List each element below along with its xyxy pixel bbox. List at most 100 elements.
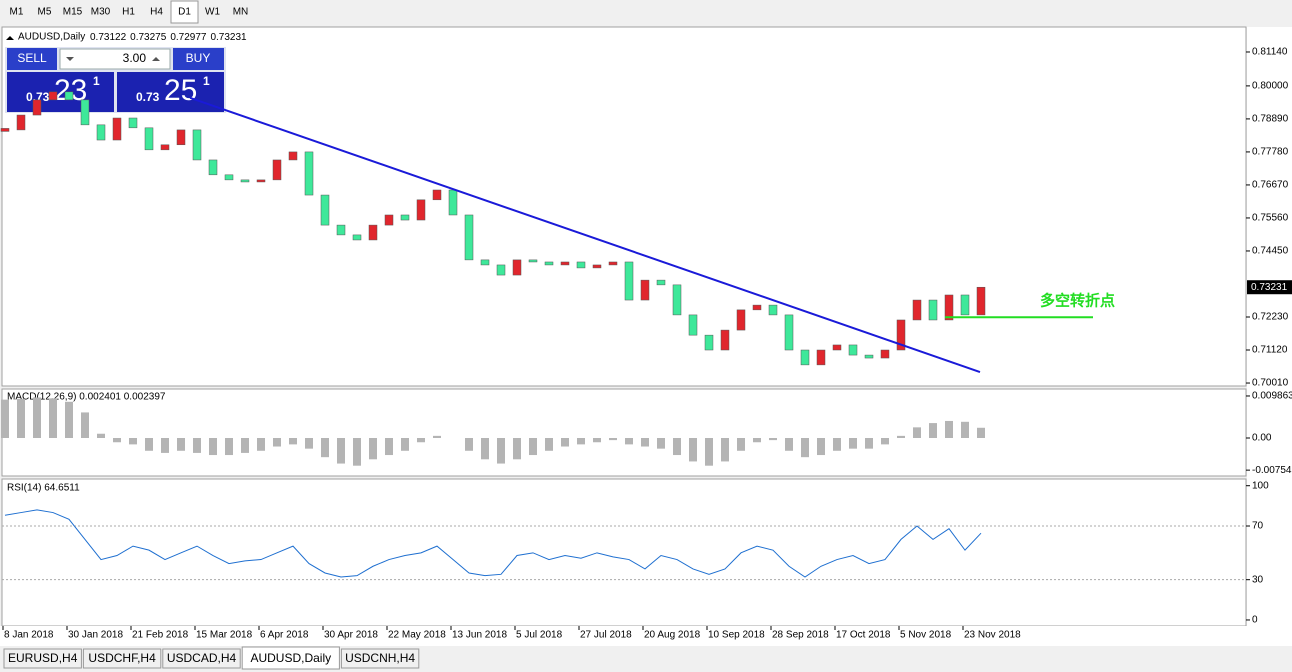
candle xyxy=(784,314,794,351)
histogram-bar xyxy=(177,437,185,451)
candle xyxy=(304,151,314,196)
histogram-bar xyxy=(385,437,393,456)
x-tick-label: 5 Jul 2018 xyxy=(516,630,563,641)
candle xyxy=(240,179,250,183)
candle xyxy=(880,349,890,359)
histogram-bar xyxy=(257,437,265,451)
histogram-bar xyxy=(929,423,937,438)
histogram-bar xyxy=(433,435,441,438)
buy-button[interactable] xyxy=(173,48,224,70)
ask-small: 1 xyxy=(203,74,210,88)
timeframe-button[interactable] xyxy=(227,1,254,23)
histogram-bar xyxy=(321,437,329,458)
candle xyxy=(432,189,442,201)
histogram-bar xyxy=(529,437,537,456)
x-tick-label: 27 Jul 2018 xyxy=(580,630,632,641)
histogram-bar xyxy=(881,437,889,445)
candle xyxy=(16,114,26,131)
histogram-bar xyxy=(225,437,233,456)
candle xyxy=(704,334,714,351)
histogram-bar xyxy=(481,437,489,460)
x-tick-label: 21 Feb 2018 xyxy=(132,630,189,641)
timeframe-button[interactable] xyxy=(31,1,58,23)
candle xyxy=(576,261,586,269)
histogram-bar xyxy=(913,427,921,438)
collapse-icon[interactable] xyxy=(6,36,14,40)
candle xyxy=(112,117,122,141)
x-tick-label: 23 Nov 2018 xyxy=(964,630,1021,641)
y-tick-label: 0.81140 xyxy=(1252,47,1288,58)
timeframe-button[interactable] xyxy=(143,1,170,23)
tab[interactable] xyxy=(82,648,162,669)
timeframe-button[interactable] xyxy=(59,1,86,23)
ask-main: 25 xyxy=(164,74,197,107)
histogram-bar xyxy=(33,397,41,438)
x-tick-label: 6 Apr 2018 xyxy=(260,630,309,641)
candle xyxy=(160,144,170,151)
vol-up[interactable] xyxy=(152,57,160,61)
histogram-bar xyxy=(1,399,9,438)
tab[interactable] xyxy=(162,648,241,669)
histogram-bar xyxy=(625,437,633,445)
histogram-bar xyxy=(721,437,729,462)
vol-down[interactable] xyxy=(66,57,74,61)
histogram-bar xyxy=(977,427,985,438)
price-axis xyxy=(1247,27,1292,626)
histogram-bar xyxy=(337,437,345,464)
candle xyxy=(544,261,554,266)
candle xyxy=(816,349,826,366)
tab[interactable] xyxy=(340,648,420,669)
histogram-bar xyxy=(113,437,121,443)
candle xyxy=(448,189,458,216)
x-tick-label: 15 Mar 2018 xyxy=(196,630,253,641)
candle xyxy=(560,261,570,266)
histogram-bar xyxy=(193,437,201,453)
timeframe-button[interactable] xyxy=(170,0,199,24)
y-tick-label: 0.71120 xyxy=(1252,345,1288,356)
histogram-bar xyxy=(801,437,809,458)
volume-box[interactable] xyxy=(59,48,171,70)
candle xyxy=(592,264,602,269)
bid-big: 0.73 xyxy=(26,90,50,104)
sell-button[interactable] xyxy=(7,48,57,70)
candle xyxy=(512,259,522,276)
trendline xyxy=(189,96,981,373)
bid-box[interactable] xyxy=(7,72,114,112)
histogram-bar xyxy=(81,412,89,438)
y-tick-label: 0.72230 xyxy=(1252,312,1289,323)
histogram-bar xyxy=(17,398,25,438)
ohlc-value: 0.73122 xyxy=(90,32,127,43)
timeframe-label: M5 xyxy=(38,7,52,18)
timeframe-button[interactable] xyxy=(199,1,226,23)
histogram-bar xyxy=(545,437,553,451)
candle xyxy=(752,304,762,311)
tab[interactable] xyxy=(3,648,82,669)
x-tick-label: 30 Apr 2018 xyxy=(324,630,378,641)
histogram-bar xyxy=(593,437,601,443)
candle xyxy=(288,151,298,161)
histogram-bar xyxy=(849,437,857,449)
histogram-bar xyxy=(833,437,841,451)
candle xyxy=(608,261,618,266)
histogram-bar xyxy=(273,437,281,447)
candle xyxy=(96,124,106,141)
timeframe-button[interactable] xyxy=(3,1,30,23)
tab[interactable] xyxy=(241,646,340,670)
x-tick-label: 8 Jan 2018 xyxy=(4,630,54,641)
candle xyxy=(896,319,906,351)
candle xyxy=(720,329,730,351)
timeframe-button[interactable] xyxy=(87,1,114,23)
histogram-bar xyxy=(961,421,969,438)
order-panel: SELL 3.00 BUY 0.73 23 1 0.73 25 1 xyxy=(5,47,226,113)
tab-label: USDCNH,H4 xyxy=(345,651,415,665)
x-tick-label: 28 Sep 2018 xyxy=(772,630,829,641)
candle xyxy=(656,279,666,286)
timeframe-button[interactable] xyxy=(115,1,142,23)
ask-box[interactable] xyxy=(117,72,224,112)
candle xyxy=(416,199,426,221)
histogram-bar xyxy=(817,437,825,456)
candle xyxy=(384,214,394,226)
candle xyxy=(320,194,330,226)
symbol-title: AUDUSD,Daily xyxy=(18,32,85,43)
